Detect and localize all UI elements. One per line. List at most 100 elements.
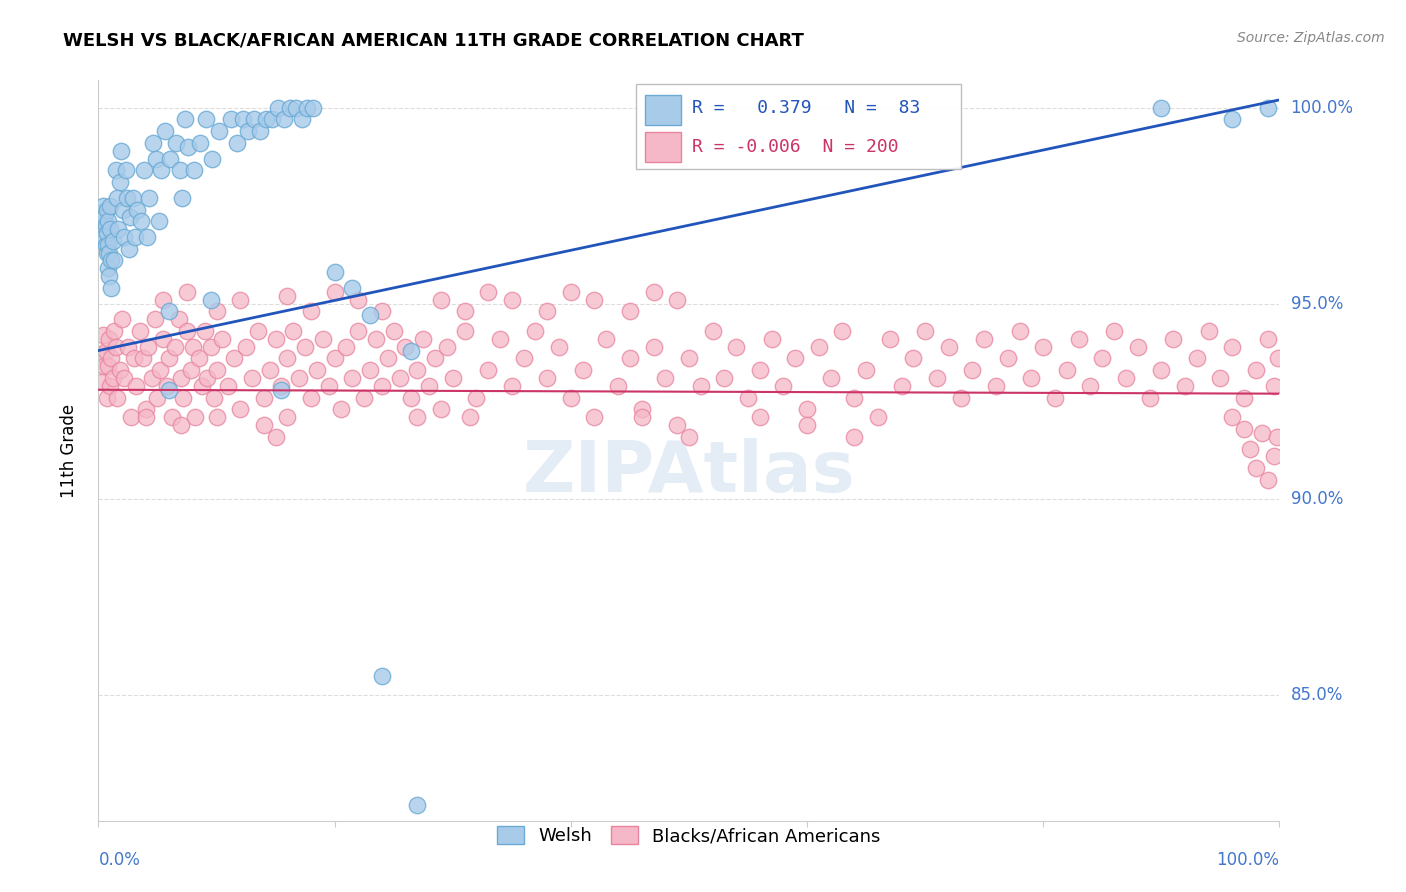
Point xyxy=(844,391,866,405)
Point xyxy=(630,410,652,425)
Point xyxy=(117,340,139,354)
Point xyxy=(103,253,125,268)
Point xyxy=(1150,363,1173,377)
Point xyxy=(560,285,582,299)
Point xyxy=(128,324,150,338)
Point xyxy=(489,332,512,346)
Point xyxy=(132,351,155,366)
Point xyxy=(949,391,972,405)
Point xyxy=(1257,473,1279,487)
Point xyxy=(264,430,287,444)
Point xyxy=(100,281,122,295)
Point xyxy=(108,363,131,377)
Point xyxy=(460,410,482,425)
Point xyxy=(149,363,172,377)
Text: 90.0%: 90.0% xyxy=(1291,491,1343,508)
Point xyxy=(183,163,205,178)
Point xyxy=(254,112,277,127)
Point xyxy=(225,136,247,150)
Point xyxy=(807,340,830,354)
Point xyxy=(240,371,263,385)
Point xyxy=(97,214,120,228)
Point xyxy=(1250,425,1272,440)
Point xyxy=(97,359,120,374)
Point xyxy=(288,371,311,385)
Point xyxy=(118,242,141,256)
Point xyxy=(820,371,842,385)
Point xyxy=(1198,324,1220,338)
Point xyxy=(259,363,281,377)
Point xyxy=(129,214,152,228)
Point xyxy=(278,101,301,115)
Point xyxy=(165,136,187,150)
Point xyxy=(364,332,387,346)
Point xyxy=(855,363,877,377)
Point xyxy=(713,371,735,385)
Point xyxy=(925,371,948,385)
Point xyxy=(305,363,328,377)
Point xyxy=(107,222,129,236)
Point xyxy=(1161,332,1184,346)
Point xyxy=(270,379,292,393)
Point xyxy=(177,140,200,154)
Point xyxy=(103,324,125,338)
Point xyxy=(1067,332,1090,346)
Point xyxy=(737,391,759,405)
Point xyxy=(441,371,464,385)
Point xyxy=(796,402,818,417)
Point xyxy=(208,124,231,138)
Point xyxy=(1220,112,1243,127)
Point xyxy=(160,410,183,425)
Point xyxy=(273,112,295,127)
Point xyxy=(156,379,179,393)
Point xyxy=(353,391,375,405)
Point xyxy=(394,340,416,354)
Text: 95.0%: 95.0% xyxy=(1291,294,1343,312)
Point xyxy=(401,391,423,405)
Point xyxy=(973,332,995,346)
Point xyxy=(477,285,499,299)
Point xyxy=(98,199,121,213)
Point xyxy=(91,375,114,389)
Point xyxy=(453,304,475,318)
Point xyxy=(401,343,423,358)
FancyBboxPatch shape xyxy=(636,84,960,169)
Point xyxy=(91,199,114,213)
Point xyxy=(342,371,364,385)
Text: Source: ZipAtlas.com: Source: ZipAtlas.com xyxy=(1237,31,1385,45)
Point xyxy=(1209,371,1232,385)
Point xyxy=(249,124,271,138)
Point xyxy=(169,163,191,178)
Point xyxy=(796,417,818,432)
Point xyxy=(112,202,135,217)
Point xyxy=(200,340,222,354)
Point xyxy=(1032,340,1054,354)
Text: 100.0%: 100.0% xyxy=(1291,99,1354,117)
Point xyxy=(136,340,159,354)
Point xyxy=(184,410,207,425)
Point xyxy=(335,340,357,354)
Point xyxy=(725,340,748,354)
Point xyxy=(1220,340,1243,354)
Point xyxy=(1080,379,1102,393)
Point xyxy=(98,269,121,284)
Point xyxy=(97,261,120,276)
Point xyxy=(195,371,218,385)
Point xyxy=(382,324,405,338)
Point xyxy=(101,371,124,385)
Point xyxy=(1267,351,1289,366)
Point xyxy=(748,410,770,425)
Point xyxy=(94,218,117,232)
Point xyxy=(371,669,394,683)
Point xyxy=(583,410,606,425)
Point xyxy=(406,410,429,425)
Point xyxy=(165,340,187,354)
Point xyxy=(1126,340,1149,354)
Point xyxy=(181,340,204,354)
Point xyxy=(172,191,194,205)
Point xyxy=(111,312,134,326)
Point xyxy=(150,163,173,178)
Point xyxy=(654,371,676,385)
Point xyxy=(342,281,364,295)
Point xyxy=(170,371,193,385)
